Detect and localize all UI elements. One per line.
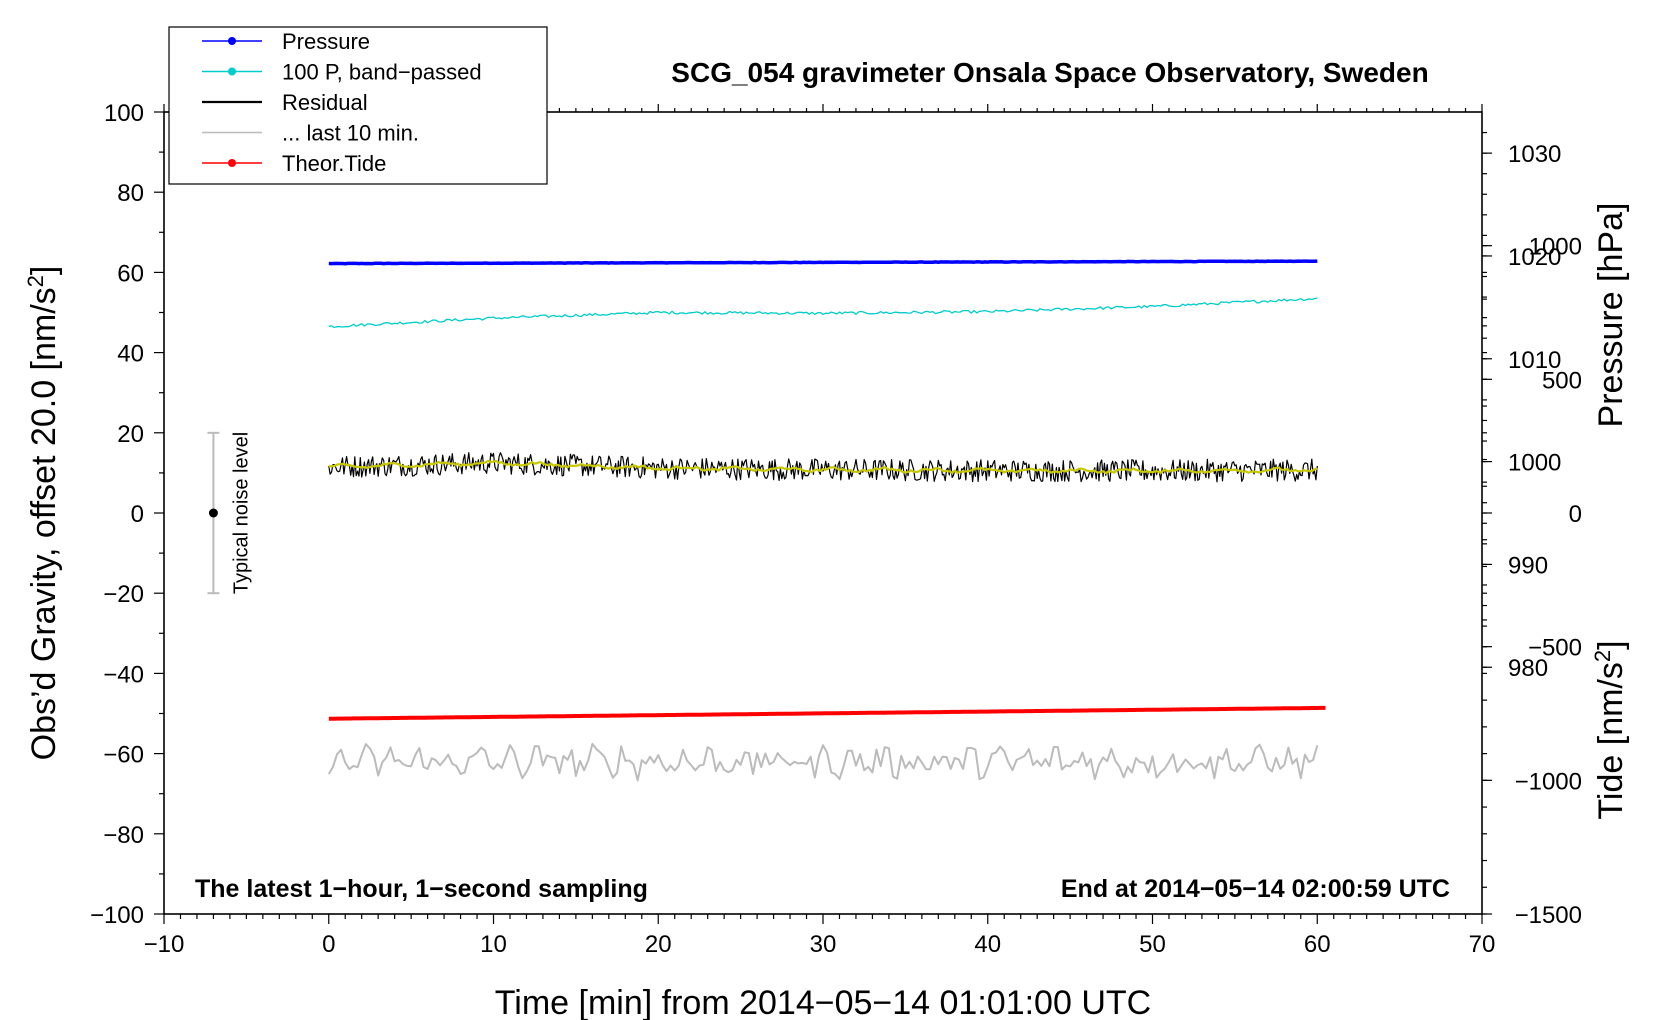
y-tick-label: 0 <box>131 501 144 528</box>
y-tick-label: −20 <box>103 581 144 608</box>
y-axis-left: 100 80 60 40 20 0 −20 −40 −60 −80 −100 <box>90 100 164 929</box>
x-tick-label: 40 <box>974 931 1001 958</box>
y-axis-title-left-text: Obs’d Gravity, offset 20.0 [nm/s <box>25 287 63 760</box>
y-tick-label: −40 <box>103 661 144 688</box>
series-line-theor-tide <box>328 705 1326 721</box>
legend: Pressure 100 P, band−passed Residual ... la… <box>168 26 548 185</box>
annotation-right: End at 2014−05−14 02:00:59 UTC <box>1061 875 1450 903</box>
legend-label: ... last 10 min. <box>282 121 419 146</box>
y-tick-label: −100 <box>90 902 144 929</box>
series-line-100-p-band-passed <box>328 297 1318 329</box>
y-tick-label: 80 <box>117 180 144 207</box>
pressure-tick-label: 1030 <box>1508 141 1561 168</box>
y-axis-title-tide-end: ] <box>1592 640 1630 649</box>
y-axis-title-tide: Tide [nm/s2] <box>1590 640 1630 819</box>
pressure-tick-label: 1020 <box>1508 244 1561 271</box>
tide-tick-label: −500 <box>1528 635 1582 662</box>
y-axis-pressure: 1030 1020 1010 1000 990 980 <box>1482 131 1561 682</box>
legend-box <box>168 26 548 185</box>
plot-frame <box>163 111 1483 915</box>
x-axis-title: Time [min] from 2014−05−14 01:01:00 UTC <box>495 984 1151 1020</box>
series-line-residual-smoothed <box>328 459 1318 475</box>
y-axis-title-left-sup: 2 <box>23 275 48 287</box>
tide-tick-label: 500 <box>1542 367 1582 394</box>
x-tick-label: −10 <box>144 931 185 958</box>
pressure-tick-label: 1010 <box>1508 347 1561 374</box>
series-line-last-10-min <box>327 742 1319 782</box>
annotation-left: The latest 1−hour, 1−second sampling <box>195 875 648 903</box>
y-axis-title-tide-text: Tide [nm/s <box>1592 662 1630 819</box>
y-tick-label: 100 <box>104 100 144 127</box>
y-tick-label: −80 <box>103 822 144 849</box>
legend-items: Pressure 100 P, band−passed Residual ... la… <box>202 29 482 176</box>
series-group <box>327 259 1326 782</box>
y-axis-title-pressure: Pressure [hPa] <box>1592 203 1630 428</box>
legend-label: Residual <box>282 90 368 115</box>
series-line-pressure <box>328 259 1318 266</box>
x-axis: −10 0 10 20 30 40 50 60 70 <box>144 104 1496 958</box>
x-tick-label: 50 <box>1139 931 1166 958</box>
tide-tick-label: −1500 <box>1515 902 1582 929</box>
x-tick-label: 70 <box>1469 931 1496 958</box>
x-tick-label: 30 <box>810 931 837 958</box>
pressure-tick-label: 980 <box>1508 655 1548 682</box>
y-axis-title-tide-sup: 2 <box>1590 650 1615 662</box>
tide-tick-label: 0 <box>1569 501 1582 528</box>
x-tick-label: 10 <box>480 931 507 958</box>
y-axis-tide: 1000 500 0 −500 −1000 −1500 <box>1482 234 1582 929</box>
y-axis-title-left-end: ] <box>25 266 63 275</box>
y-tick-label: −60 <box>103 742 144 769</box>
legend-label: Pressure <box>282 29 370 54</box>
y-tick-label: 20 <box>117 421 144 448</box>
y-tick-label: 60 <box>117 260 144 287</box>
y-tick-label: 40 <box>117 341 144 368</box>
chart-title: SCG_054 gravimeter Onsala Space Observat… <box>671 57 1428 88</box>
legend-label: Theor.Tide <box>282 151 386 176</box>
y-axis-title-left: Obs’d Gravity, offset 20.0 [nm/s2] <box>23 266 63 761</box>
tide-tick-label: 1000 <box>1529 234 1582 261</box>
pressure-tick-label: 990 <box>1508 552 1548 579</box>
noise-bar-label: Typical noise level <box>230 432 252 594</box>
legend-marker <box>228 159 236 167</box>
x-tick-label: 0 <box>322 931 335 958</box>
noise-bar: Typical noise level <box>207 431 252 595</box>
series-line-residual <box>328 452 1318 483</box>
legend-marker <box>228 67 236 76</box>
tide-tick-label: −1000 <box>1515 768 1582 795</box>
x-tick-label: 60 <box>1304 931 1331 958</box>
noise-bar-dot <box>208 508 218 518</box>
legend-marker <box>228 37 236 45</box>
x-tick-label: 20 <box>645 931 672 958</box>
pressure-tick-label: 1000 <box>1508 450 1561 477</box>
legend-label: 100 P, band−passed <box>282 60 482 85</box>
